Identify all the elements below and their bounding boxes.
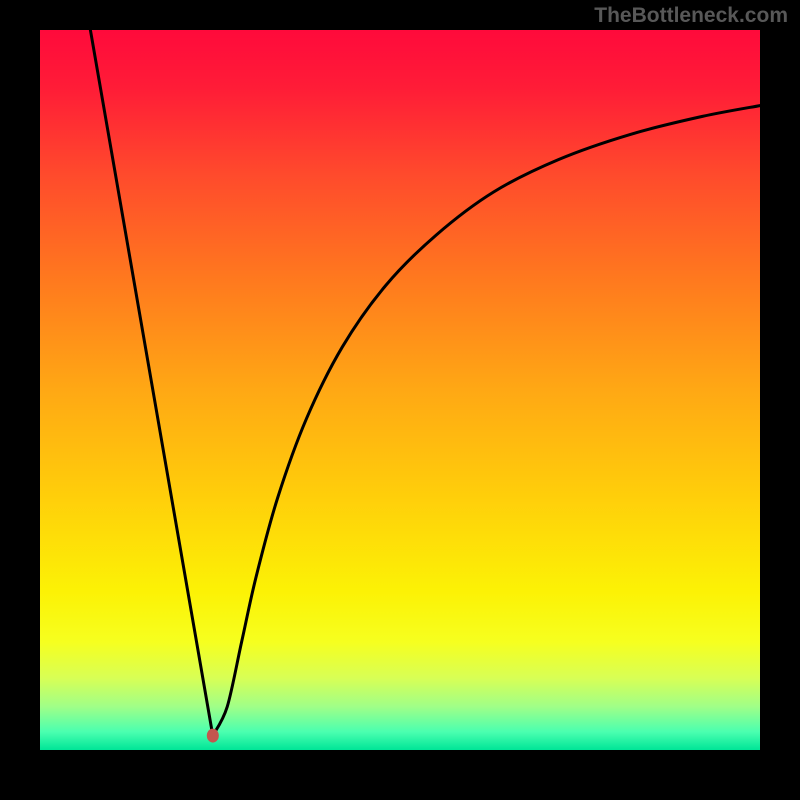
chart-plot-area [40,30,760,750]
watermark-text: TheBottleneck.com [594,4,788,28]
minimum-marker [207,729,219,743]
bottleneck-curve [90,30,760,736]
chart-container: { "watermark": { "text": "TheBottleneck.… [0,0,800,800]
chart-curve-layer [40,30,760,750]
